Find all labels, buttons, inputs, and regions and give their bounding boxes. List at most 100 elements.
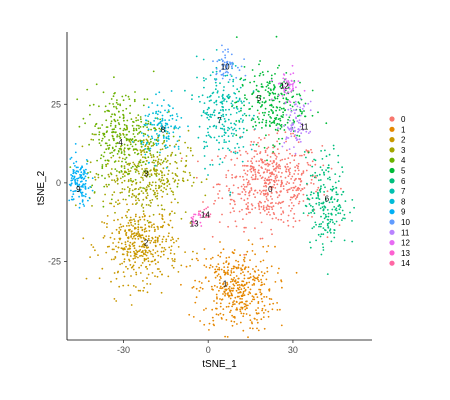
data-point — [86, 172, 88, 175]
data-point — [170, 90, 173, 92]
data-point — [190, 216, 193, 219]
legend-label: 11 — [401, 228, 410, 237]
data-point — [251, 178, 254, 181]
data-point — [244, 289, 247, 292]
data-point — [163, 247, 166, 249]
data-point — [296, 138, 299, 141]
data-point — [285, 114, 288, 116]
data-point — [302, 200, 305, 202]
data-point — [269, 92, 272, 95]
data-point — [225, 64, 228, 67]
data-point — [222, 89, 225, 92]
data-point — [272, 106, 275, 109]
data-point — [293, 101, 295, 104]
data-point — [243, 112, 246, 115]
data-point — [144, 174, 147, 177]
data-point — [263, 283, 266, 286]
data-point — [167, 104, 170, 106]
data-point — [279, 167, 281, 170]
data-point — [291, 175, 294, 178]
data-point — [270, 228, 272, 231]
data-point — [227, 81, 230, 83]
data-point — [258, 137, 260, 139]
data-point — [315, 202, 318, 205]
data-point — [282, 185, 285, 188]
data-point — [114, 124, 117, 127]
data-point — [195, 296, 198, 299]
data-point — [240, 301, 243, 304]
data-point — [252, 275, 255, 278]
data-point — [145, 250, 147, 252]
data-point — [275, 109, 277, 112]
data-point — [266, 204, 269, 207]
data-point — [313, 212, 316, 215]
data-point — [257, 312, 260, 315]
data-point — [221, 161, 224, 164]
data-point — [100, 144, 102, 147]
data-point — [102, 200, 105, 203]
data-point — [138, 233, 141, 235]
data-point — [141, 203, 144, 206]
data-point — [133, 247, 136, 250]
data-point — [203, 140, 206, 143]
cluster-10-points — [212, 44, 247, 81]
data-point — [176, 182, 179, 185]
data-point — [326, 223, 329, 225]
data-point — [265, 206, 268, 209]
data-point — [234, 220, 237, 223]
data-point — [180, 264, 183, 267]
data-point — [272, 151, 274, 153]
data-point — [283, 129, 286, 131]
data-point — [256, 319, 258, 321]
data-point — [266, 250, 268, 253]
data-point — [156, 240, 159, 243]
data-point — [129, 170, 132, 172]
legend-item-5: 5 — [389, 167, 406, 176]
data-point — [281, 137, 284, 140]
legend-key — [389, 126, 395, 132]
cluster-4-points — [69, 70, 179, 208]
data-point — [303, 89, 306, 92]
data-point — [147, 237, 150, 240]
data-point — [172, 238, 174, 241]
data-point — [172, 266, 175, 269]
data-point — [281, 94, 284, 97]
data-point — [121, 262, 123, 265]
data-point — [260, 278, 262, 281]
data-point — [164, 158, 167, 161]
data-point — [268, 134, 270, 136]
data-point — [169, 187, 172, 190]
data-point — [251, 166, 254, 168]
data-point — [314, 175, 317, 177]
data-point — [227, 118, 230, 121]
data-point — [280, 107, 283, 110]
data-point — [197, 259, 199, 262]
data-point — [315, 190, 317, 193]
data-point — [166, 123, 169, 126]
data-point — [90, 244, 93, 246]
data-point — [320, 233, 323, 236]
data-point — [279, 117, 281, 120]
data-point — [243, 189, 246, 191]
data-point — [317, 186, 320, 189]
data-point — [324, 186, 326, 189]
data-point — [245, 98, 248, 101]
data-point — [185, 265, 188, 268]
data-point — [309, 100, 312, 103]
cluster-7-points — [184, 49, 256, 196]
data-point — [275, 158, 277, 160]
data-point — [268, 169, 271, 172]
data-point — [275, 106, 278, 108]
data-point — [160, 185, 163, 188]
data-point — [278, 100, 281, 103]
data-point — [78, 206, 81, 209]
data-point — [272, 165, 275, 168]
data-point — [320, 253, 323, 256]
data-point — [264, 149, 267, 152]
data-point — [82, 194, 85, 197]
data-point — [132, 161, 135, 164]
data-point — [282, 114, 285, 116]
data-point — [223, 141, 226, 144]
data-point — [268, 288, 271, 290]
legend-key — [389, 240, 395, 246]
